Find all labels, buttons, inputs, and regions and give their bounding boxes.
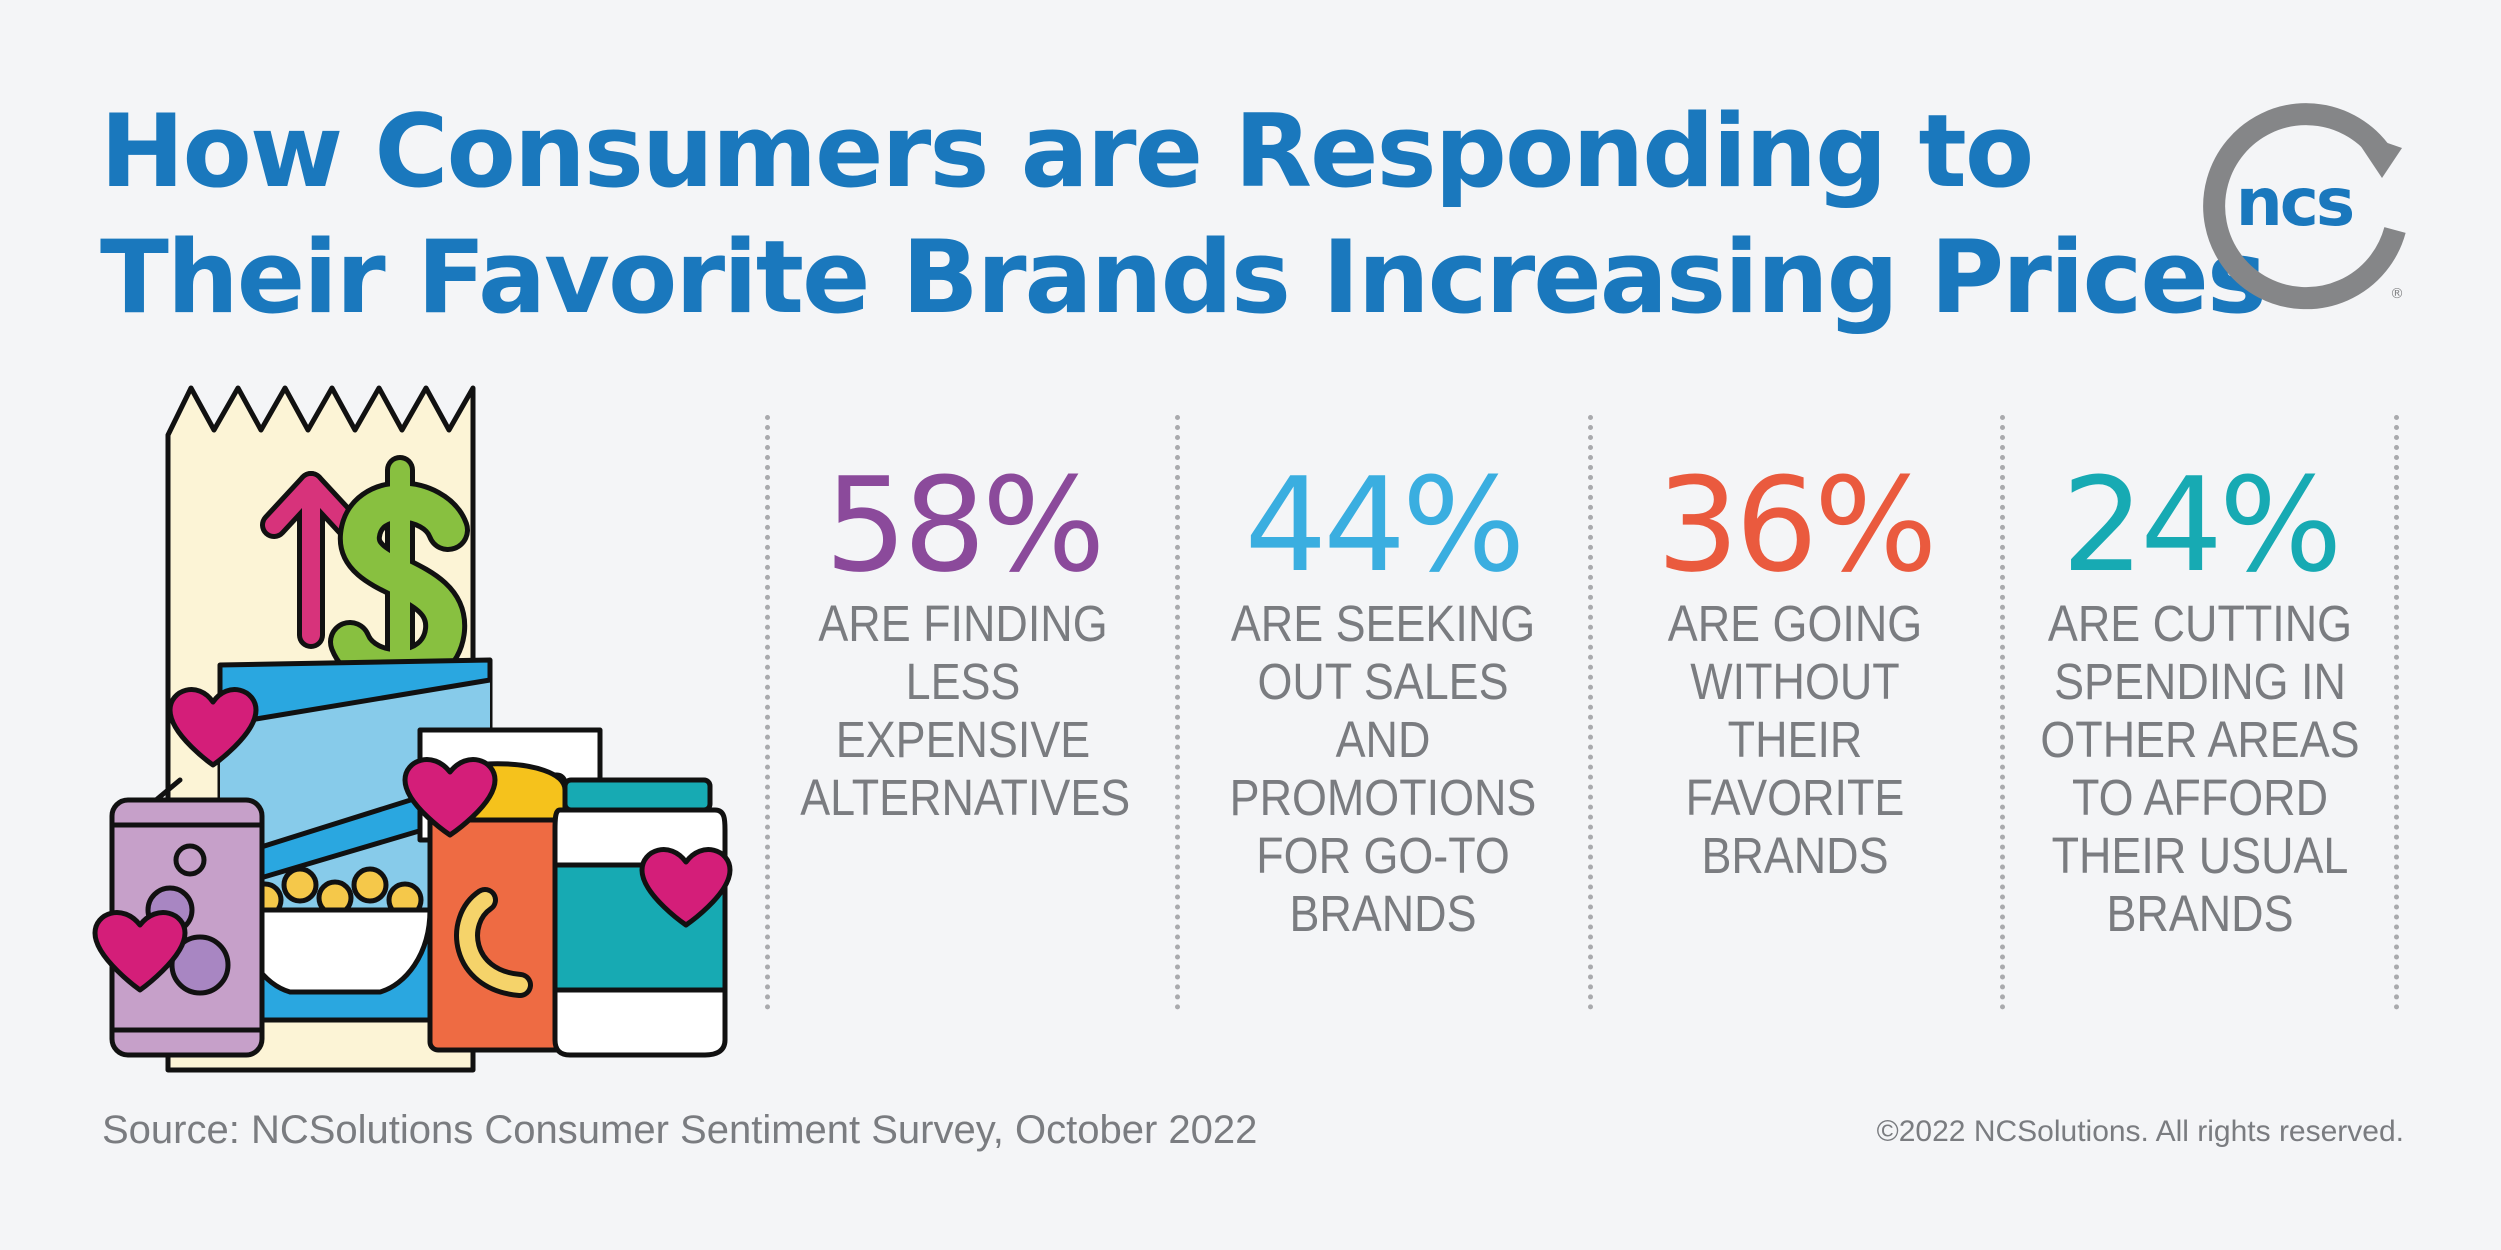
ncs-logo-icon: ncs ®	[2203, 103, 2406, 310]
stat-line: BRANDS	[2106, 885, 2294, 942]
stat-line: ALTERNATIVES	[800, 769, 1131, 826]
stat-percent: 36%	[1656, 449, 1938, 601]
stat-description: ARE FINDING LESS EXPENSIVE ALTERNATIVES	[800, 595, 1131, 827]
stat-line: OUT SALES	[1257, 653, 1509, 710]
stat-line: TO AFFORD	[2071, 769, 2328, 826]
title-line-2: Their Favorite Brands Increasing Prices	[100, 218, 2267, 336]
title-line-1: How Consumers are Responding to	[100, 92, 2034, 210]
stat-line: FAVORITE	[1685, 769, 1905, 826]
stat-line: EXPENSIVE	[835, 711, 1091, 768]
stat-line: BRANDS	[1289, 885, 1477, 942]
cereal-bowl-icon	[237, 866, 433, 995]
column-divider	[765, 415, 770, 1010]
stat-line: BRANDS	[1701, 827, 1889, 884]
stat-line: ARE CUTTING	[2047, 595, 2353, 652]
stat-line: SPENDING IN	[2054, 653, 2346, 710]
stat-percent: 24%	[2061, 449, 2343, 601]
column-divider	[1588, 415, 1593, 1010]
copyright-note: ©2022 NCSolutions. All rights reserved.	[1876, 1115, 2404, 1148]
stat-description: ARE GOING WITHOUT THEIR FAVORITE BRANDS	[1632, 595, 1958, 885]
stat-line: ARE FINDING	[818, 595, 1108, 652]
logo-ring-arrow	[2350, 130, 2402, 178]
heart-icon	[92, 687, 733, 993]
stat-description: ARE SEEKING OUT SALES AND PROMOTIONS FOR…	[1220, 595, 1546, 943]
stat-line: AND	[1335, 711, 1431, 768]
stat-percent: 44%	[1244, 449, 1526, 601]
stat-percent: 58%	[824, 449, 1106, 601]
stat-block: 58% ARE FINDING LESS EXPENSIVE ALTERNATI…	[778, 455, 1148, 827]
stat-line: ARE GOING	[1667, 595, 1923, 652]
stat-line: FOR GO-TO	[1256, 827, 1510, 884]
logo-text: ncs	[2236, 164, 2353, 241]
column-divider	[2394, 415, 2399, 1010]
stat-line: OTHER AREAS	[2040, 711, 2360, 768]
up-arrow-icon	[260, 471, 362, 649]
stat-line: THEIR USUAL	[2051, 827, 2349, 884]
logo-ring	[2203, 103, 2406, 310]
stat-block: 44% ARE SEEKING OUT SALES AND PROMOTIONS…	[1198, 455, 1568, 943]
stat-line: WITHOUT	[1690, 653, 1900, 710]
page-title: How Consumers are Responding to Their Fa…	[100, 88, 2267, 340]
stat-line: THEIR	[1727, 711, 1863, 768]
column-divider	[2000, 415, 2005, 1010]
stat-block: 24% ARE CUTTING SPENDING IN OTHER AREAS …	[2015, 455, 2385, 943]
logo-registered-mark: ®	[2390, 286, 2404, 302]
stat-line: LESS	[905, 653, 1021, 710]
stat-line: PROMOTIONS	[1229, 769, 1537, 826]
stat-description: ARE CUTTING SPENDING IN OTHER AREAS TO A…	[2037, 595, 2363, 943]
stat-block: 36% ARE GOING WITHOUT THEIR FAVORITE BRA…	[1610, 455, 1980, 885]
stat-line: ARE SEEKING	[1230, 595, 1536, 652]
column-divider	[1175, 415, 1180, 1010]
grocery-illustration	[92, 385, 733, 1073]
source-note: Source: NCSolutions Consumer Sentiment S…	[102, 1108, 1258, 1152]
